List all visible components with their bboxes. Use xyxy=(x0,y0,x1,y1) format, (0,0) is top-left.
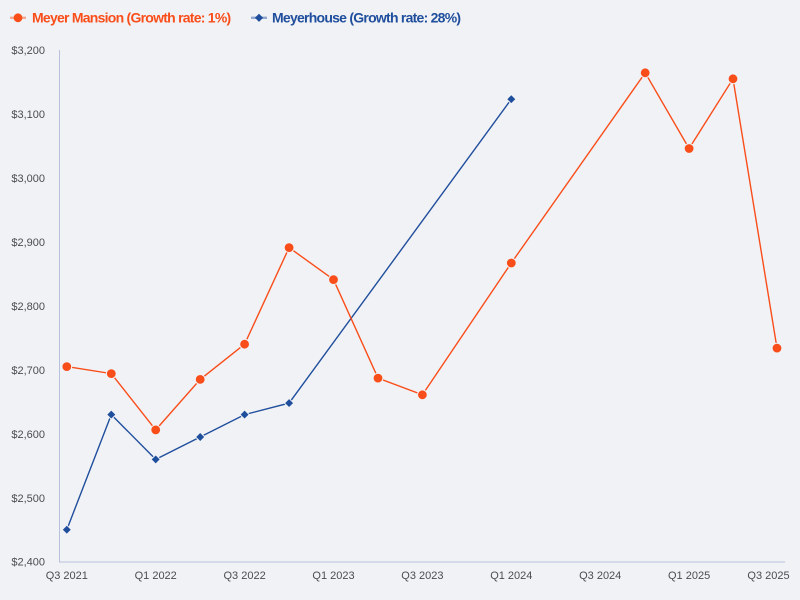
svg-text:$2,800: $2,800 xyxy=(11,301,45,313)
svg-text:Q3 2022: Q3 2022 xyxy=(223,570,265,582)
svg-text:$2,900: $2,900 xyxy=(11,237,45,249)
svg-text:Q1 2022: Q1 2022 xyxy=(135,570,177,582)
svg-text:$2,700: $2,700 xyxy=(11,365,45,377)
svg-text:$2,400: $2,400 xyxy=(11,557,45,569)
svg-text:Meyer Mansion (Growth rate: 1%: Meyer Mansion (Growth rate: 1%) xyxy=(32,10,231,26)
svg-text:$2,600: $2,600 xyxy=(11,429,45,441)
svg-text:Q1 2023: Q1 2023 xyxy=(312,570,354,582)
svg-text:$3,000: $3,000 xyxy=(11,173,45,185)
svg-text:Q3 2021: Q3 2021 xyxy=(46,570,88,582)
svg-text:Q1 2025: Q1 2025 xyxy=(668,570,710,582)
svg-text:$2,500: $2,500 xyxy=(11,493,45,505)
svg-text:Q3 2025: Q3 2025 xyxy=(747,570,789,582)
svg-text:Meyerhouse (Growth rate: 28%): Meyerhouse (Growth rate: 28%) xyxy=(272,10,460,26)
svg-text:Q3 2024: Q3 2024 xyxy=(579,570,621,582)
svg-text:Q3 2023: Q3 2023 xyxy=(401,570,443,582)
svg-text:Q1 2024: Q1 2024 xyxy=(490,570,532,582)
svg-text:$3,100: $3,100 xyxy=(11,109,45,121)
svg-text:$3,200: $3,200 xyxy=(11,45,45,57)
